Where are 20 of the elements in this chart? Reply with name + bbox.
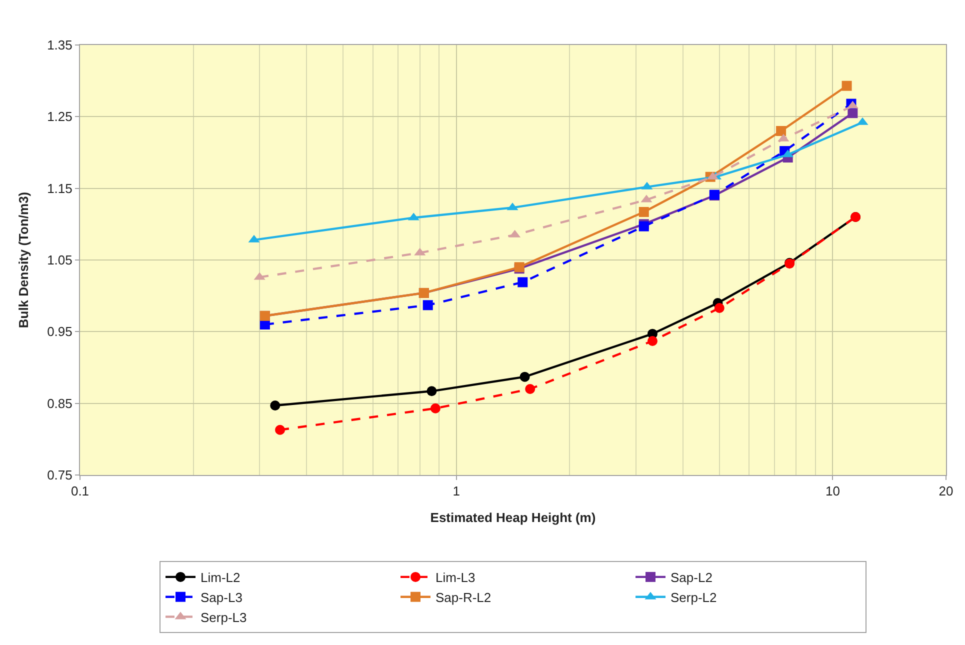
legend-label: Sap-L3 xyxy=(200,590,242,605)
y-tick-label: 0.75 xyxy=(47,468,72,483)
x-tick-label: 10 xyxy=(825,484,840,499)
x-tick-label: 20 xyxy=(938,484,954,499)
y-tick-label: 0.85 xyxy=(47,396,72,411)
x-axis-title: Estimated Heap Height (m) xyxy=(430,510,596,526)
legend-label: Sap-R-L2 xyxy=(436,590,492,605)
legend-label: Serp-L3 xyxy=(200,610,247,625)
legend-label: Lim-L3 xyxy=(436,570,476,586)
y-axis-title: Bulk Density (Ton/m3) xyxy=(16,192,32,328)
y-tick-label: 0.95 xyxy=(47,324,72,340)
y-tick-label: 1.25 xyxy=(47,109,72,124)
y-tick-label: 1.35 xyxy=(47,38,72,53)
x-tick-label: 0.1 xyxy=(70,484,90,499)
legend-label: Sap-L2 xyxy=(670,570,712,586)
x-tick-label: 1 xyxy=(452,484,460,499)
legend-label: Serp-L2 xyxy=(670,590,717,605)
y-tick-label: 1.15 xyxy=(47,180,72,196)
legend-label: Lim-L2 xyxy=(200,570,240,586)
y-tick-label: 1.05 xyxy=(47,252,72,268)
